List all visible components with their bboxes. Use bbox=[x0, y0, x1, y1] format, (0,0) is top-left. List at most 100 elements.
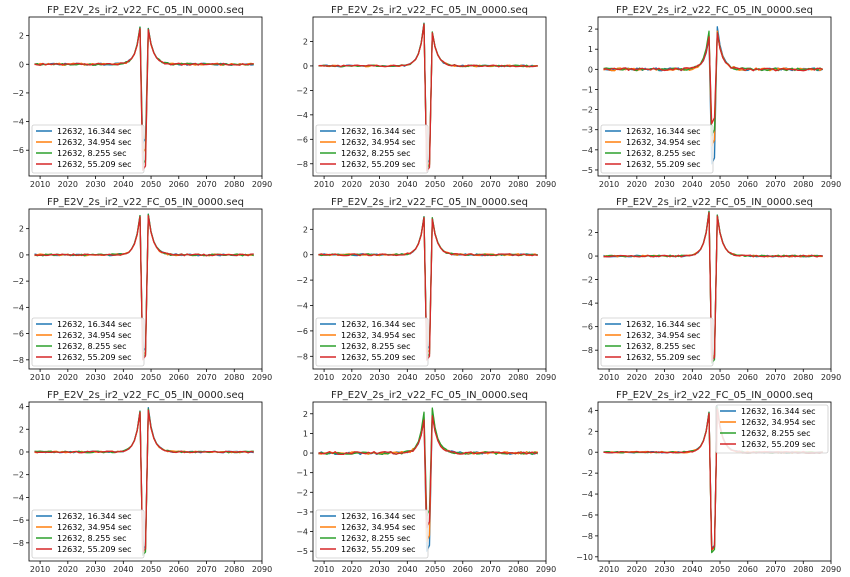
legend: 12632, 16.344 sec 12632, 34.954 sec 12632,… bbox=[715, 404, 829, 454]
y-tick-label: −8 bbox=[12, 539, 24, 548]
x-tick-label: 2040 bbox=[397, 373, 417, 382]
x-tick-label: 2030 bbox=[654, 565, 674, 574]
x-tick-label: 2070 bbox=[765, 373, 785, 382]
subplot-5: FP_E2V_2s_ir2_v22_FC_05_IN_0000.seq 2010 2… bbox=[296, 197, 556, 382]
x-tick-label: 2060 bbox=[453, 565, 473, 574]
y-tick-label: −6 bbox=[12, 146, 24, 155]
x-tick-label: 2070 bbox=[480, 373, 500, 382]
x-tick-label: 2030 bbox=[85, 373, 105, 382]
x-tick-label: 2040 bbox=[113, 373, 133, 382]
x-tick-label: 2050 bbox=[710, 565, 730, 574]
subplot-8: FP_E2V_2s_ir2_v22_FC_05_IN_0000.seq 2010 2… bbox=[296, 390, 556, 574]
x-tick-label: 2040 bbox=[113, 180, 133, 189]
y-tick-label: −4 bbox=[12, 493, 24, 502]
legend-label: 12632, 16.344 sec bbox=[626, 320, 701, 329]
x-tick-label: 2010 bbox=[599, 565, 619, 574]
x-tick-label: 2010 bbox=[599, 180, 619, 189]
legend: 12632, 16.344 sec 12632, 34.954 sec 12632,… bbox=[31, 509, 145, 559]
x-tick-label: 2010 bbox=[30, 180, 50, 189]
x-tick-label: 2060 bbox=[738, 565, 758, 574]
y-tick-label: −4 bbox=[581, 146, 593, 155]
plot-frame bbox=[312, 401, 547, 562]
legend: 12632, 16.344 sec 12632, 34.954 sec 12632,… bbox=[315, 124, 429, 174]
series-line bbox=[318, 407, 539, 517]
plot-frame bbox=[28, 208, 263, 370]
y-tick-label: 4 bbox=[588, 406, 593, 415]
legend: 12632, 16.344 sec 12632, 34.954 sec 12632,… bbox=[600, 124, 714, 174]
y-tick-label: −8 bbox=[296, 352, 308, 361]
subplot-7: FP_E2V_2s_ir2_v22_FC_05_IN_0000.seq 2010 2… bbox=[12, 390, 272, 574]
legend-label: 12632, 16.344 sec bbox=[57, 127, 132, 136]
y-tick-label: −2 bbox=[296, 488, 308, 497]
subplot-2: FP_E2V_2s_ir2_v22_FC_05_IN_0000.seq 2010 2… bbox=[296, 5, 556, 189]
x-tick-label: 2050 bbox=[141, 180, 161, 189]
legend-label: 12632, 34.954 sec bbox=[57, 523, 132, 532]
legend-box bbox=[315, 124, 429, 174]
y-tick-label: −4 bbox=[296, 302, 308, 311]
legend-box bbox=[31, 124, 145, 174]
legend-label: 12632, 16.344 sec bbox=[341, 512, 416, 521]
x-tick-label: 2070 bbox=[196, 373, 216, 382]
y-tick-label: 1 bbox=[588, 45, 593, 54]
x-tick-label: 2080 bbox=[793, 180, 813, 189]
legend-label: 12632, 34.954 sec bbox=[341, 523, 416, 532]
y-tick-label: −2 bbox=[12, 277, 24, 286]
x-tick-label: 2010 bbox=[30, 373, 50, 382]
subplot-6: FP_E2V_2s_ir2_v22_FC_05_IN_0000.seq 2010 2… bbox=[581, 197, 841, 382]
y-tick-label: 2 bbox=[303, 410, 308, 419]
y-tick-label: −6 bbox=[296, 327, 308, 336]
x-tick-label: 2050 bbox=[710, 180, 730, 189]
y-tick-label: −2 bbox=[581, 469, 593, 478]
subplot-title: FP_E2V_2s_ir2_v22_FC_05_IN_0000.seq bbox=[616, 197, 813, 208]
subplot-title: FP_E2V_2s_ir2_v22_FC_05_IN_0000.seq bbox=[331, 5, 528, 16]
y-tick-label: 2 bbox=[588, 25, 593, 34]
x-tick-label: 2090 bbox=[252, 373, 272, 382]
subplot-1: FP_E2V_2s_ir2_v22_FC_05_IN_0000.seq 2010 2… bbox=[12, 5, 272, 189]
x-tick-label: 2060 bbox=[453, 180, 473, 189]
y-tick-label: −6 bbox=[581, 511, 593, 520]
subplot-4: FP_E2V_2s_ir2_v22_FC_05_IN_0000.seq 2010 2… bbox=[12, 197, 272, 382]
x-tick-label: 2080 bbox=[224, 565, 244, 574]
plot-frame bbox=[28, 401, 263, 562]
legend-label: 12632, 16.344 sec bbox=[341, 320, 416, 329]
y-tick-label: −5 bbox=[581, 166, 593, 175]
legend-label: 12632, 16.344 sec bbox=[57, 512, 132, 521]
y-tick-label: −2 bbox=[296, 86, 308, 95]
plot-frame bbox=[597, 401, 832, 562]
y-tick-label: −2 bbox=[296, 276, 308, 285]
legend: 12632, 16.344 sec 12632, 34.954 sec 12632,… bbox=[31, 124, 145, 174]
x-tick-label: 2050 bbox=[141, 565, 161, 574]
legend-label: 12632, 8.255 sec bbox=[57, 342, 126, 351]
x-tick-label: 2020 bbox=[58, 373, 78, 382]
y-tick-label: −4 bbox=[296, 528, 308, 537]
x-tick-label: 2030 bbox=[654, 180, 674, 189]
x-tick-label: 2020 bbox=[58, 565, 78, 574]
legend-label: 12632, 16.344 sec bbox=[741, 407, 816, 416]
y-tick-label: −2 bbox=[581, 276, 593, 285]
y-tick-label: −4 bbox=[581, 490, 593, 499]
legend-box bbox=[715, 404, 829, 454]
x-tick-label: 2030 bbox=[369, 565, 389, 574]
x-tick-label: 2050 bbox=[710, 373, 730, 382]
x-tick-label: 2070 bbox=[196, 565, 216, 574]
x-tick-label: 2070 bbox=[480, 565, 500, 574]
x-tick-label: 2030 bbox=[369, 373, 389, 382]
x-tick-label: 2050 bbox=[425, 180, 445, 189]
legend-box bbox=[600, 124, 714, 174]
x-tick-label: 2040 bbox=[397, 565, 417, 574]
legend-label: 12632, 55.209 sec bbox=[57, 545, 132, 554]
y-tick-label: −8 bbox=[581, 532, 593, 541]
y-tick-label: −6 bbox=[12, 516, 24, 525]
legend-label: 12632, 34.954 sec bbox=[57, 331, 132, 340]
subplot-title: FP_E2V_2s_ir2_v22_FC_05_IN_0000.seq bbox=[47, 5, 244, 16]
y-tick-label: −4 bbox=[12, 118, 24, 127]
legend-label: 12632, 8.255 sec bbox=[741, 429, 810, 438]
legend-label: 12632, 8.255 sec bbox=[341, 342, 410, 351]
y-tick-label: −10 bbox=[576, 553, 593, 562]
y-tick-label: 0 bbox=[588, 65, 593, 74]
y-tick-label: −5 bbox=[296, 547, 308, 556]
legend-label: 12632, 34.954 sec bbox=[741, 418, 816, 427]
x-tick-label: 2080 bbox=[793, 565, 813, 574]
x-tick-label: 2090 bbox=[821, 565, 841, 574]
legend-label: 12632, 55.209 sec bbox=[341, 353, 416, 362]
